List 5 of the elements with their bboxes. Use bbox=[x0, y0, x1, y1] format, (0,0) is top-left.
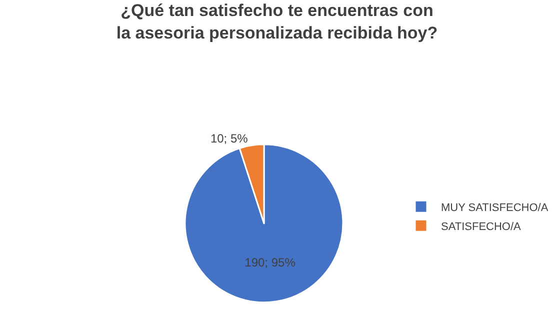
data-label: 190; 95% bbox=[244, 255, 296, 270]
legend-label: MUY SATISFECHO/A bbox=[441, 202, 549, 214]
data-label: 10; 5% bbox=[210, 132, 248, 146]
chart-title: ¿Qué tan satisfecho te encuentras con la asesoria personalizada recibida hoy? bbox=[116, 1, 438, 42]
legend-label: SATISFECHO/A bbox=[441, 220, 522, 233]
